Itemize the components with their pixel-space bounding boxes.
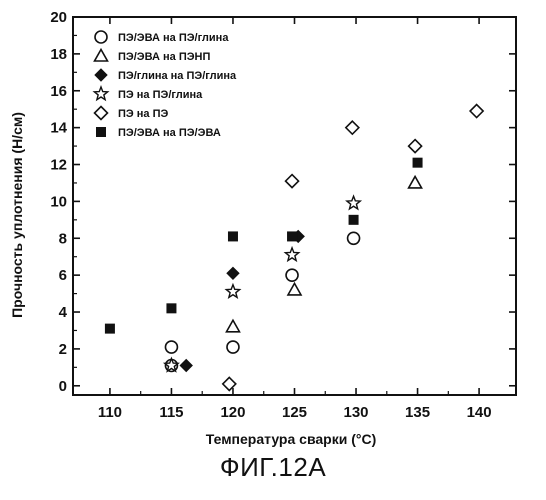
y-tick-label: 6 bbox=[59, 267, 67, 284]
data-point-diamond-open bbox=[223, 377, 236, 390]
figure-caption: ФИГ.12A bbox=[0, 452, 546, 483]
data-point-star-open bbox=[347, 196, 360, 209]
data-point-square-filled bbox=[105, 324, 115, 334]
y-tick-label: 12 bbox=[50, 157, 67, 174]
data-point-square-filled bbox=[287, 231, 297, 241]
data-point-triangle-open bbox=[409, 176, 422, 188]
x-tick-label: 125 bbox=[282, 404, 307, 421]
y-tick-label: 10 bbox=[50, 193, 67, 210]
y-tick-label: 16 bbox=[50, 83, 67, 100]
x-tick-label: 130 bbox=[344, 404, 369, 421]
data-point-square-filled bbox=[228, 231, 238, 241]
data-point-square-filled bbox=[413, 158, 423, 168]
legend-label: ПЭ на ПЭ bbox=[118, 108, 169, 120]
y-tick-label: 14 bbox=[50, 120, 67, 137]
x-tick-label: 140 bbox=[467, 404, 492, 421]
y-axis-label: Прочность уплотнения (Н/см) bbox=[9, 112, 25, 318]
y-tick-label: 4 bbox=[59, 304, 68, 321]
data-points bbox=[105, 105, 483, 391]
data-point-star-open bbox=[285, 248, 298, 261]
y-tick-label: 0 bbox=[59, 378, 67, 395]
data-point-diamond-open bbox=[346, 121, 359, 134]
y-tick-label: 2 bbox=[59, 341, 67, 358]
data-point-triangle-open bbox=[288, 283, 301, 295]
data-point-circle-open bbox=[348, 232, 360, 244]
legend-marker-circle-open bbox=[95, 31, 107, 43]
y-tick-label: 18 bbox=[50, 46, 67, 63]
data-point-square-filled bbox=[349, 215, 359, 225]
legend-label: ПЭ/ЭВА на ПЭ/глина bbox=[118, 32, 229, 44]
y-tick-label: 8 bbox=[59, 230, 67, 247]
legend-label: ПЭ/глина на ПЭ/глина bbox=[118, 70, 237, 82]
legend-label: ПЭ на ПЭ/глина bbox=[118, 89, 203, 101]
x-tick-label: 135 bbox=[405, 404, 430, 421]
data-point-triangle-open bbox=[226, 320, 239, 332]
legend-marker-star-open bbox=[94, 87, 107, 100]
x-tick-label: 110 bbox=[98, 404, 122, 421]
legend-label: ПЭ/ЭВА на ПЭНП bbox=[118, 51, 211, 63]
data-point-diamond-open bbox=[286, 175, 299, 188]
data-point-square-filled bbox=[166, 303, 176, 313]
data-point-circle-open bbox=[165, 341, 177, 353]
x-tick-label: 120 bbox=[220, 404, 245, 421]
data-point-diamond-open bbox=[470, 105, 483, 118]
x-tick-label: 115 bbox=[159, 404, 183, 421]
legend-marker-diamond-filled bbox=[95, 69, 107, 81]
legend-marker-triangle-open bbox=[95, 50, 108, 62]
data-point-star-open bbox=[226, 285, 239, 298]
legend-marker-square-filled bbox=[96, 127, 106, 137]
y-tick-label: 20 bbox=[50, 9, 67, 26]
legend-label: ПЭ/ЭВА на ПЭ/ЭВА bbox=[118, 127, 221, 139]
data-point-diamond-filled bbox=[180, 359, 192, 371]
legend: ПЭ/ЭВА на ПЭ/глина ПЭ/ЭВА на ПЭНП ПЭ/глина… bbox=[94, 31, 237, 139]
data-point-diamond-open bbox=[409, 140, 422, 153]
data-point-diamond-filled bbox=[227, 267, 239, 279]
legend-marker-diamond-open bbox=[95, 107, 108, 120]
data-point-circle-open bbox=[227, 341, 239, 353]
x-axis-label: Температура сварки (°C) bbox=[206, 431, 377, 447]
data-point-circle-open bbox=[286, 269, 298, 281]
